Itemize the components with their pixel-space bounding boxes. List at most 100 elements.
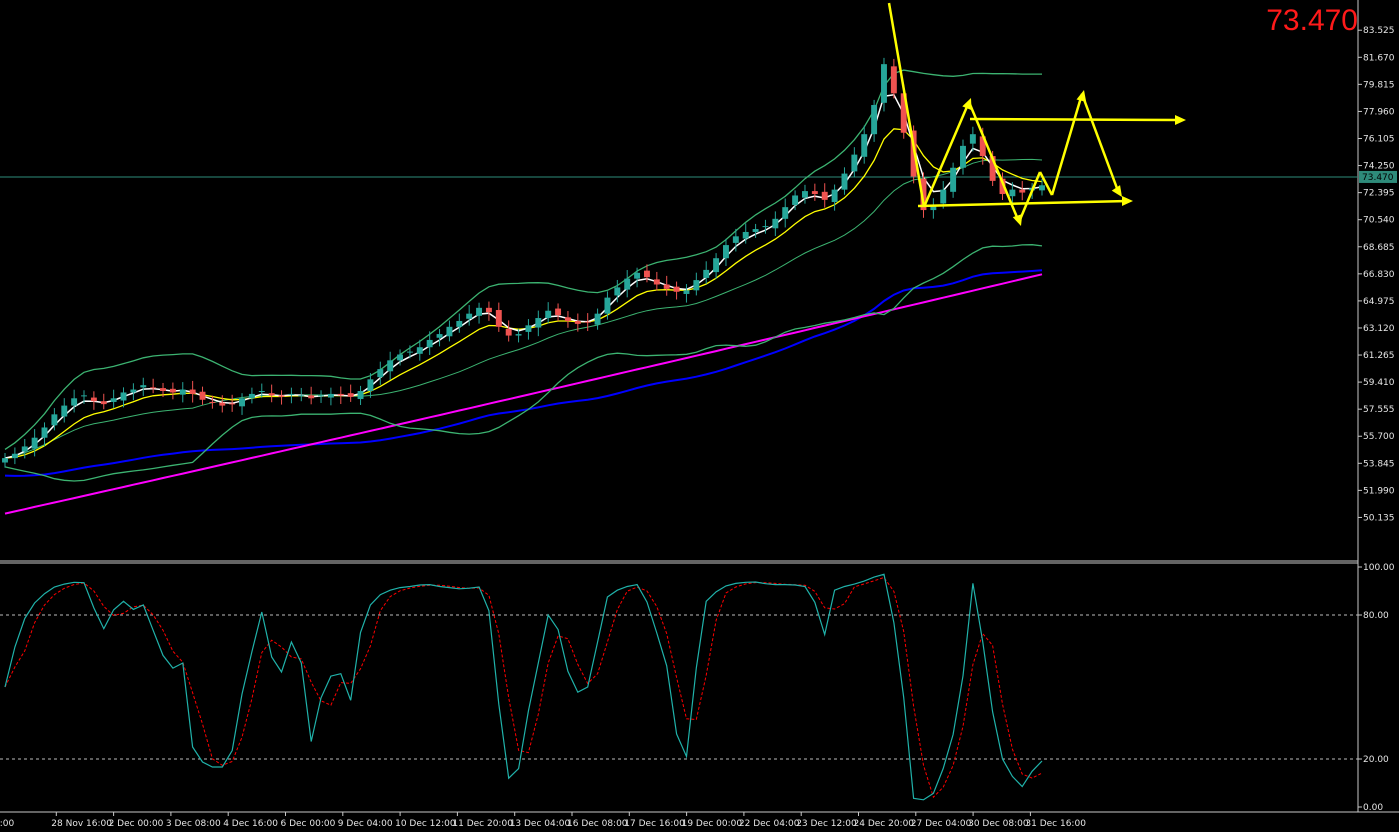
candle-body	[762, 226, 769, 228]
time-tick-label: 8:00	[0, 819, 14, 829]
price-tick-label: 59.410	[1363, 378, 1395, 388]
ma-slow-line	[4, 269, 1043, 477]
candle-body	[179, 389, 186, 395]
candle-body	[21, 446, 28, 452]
annotation-arrowhead	[1175, 115, 1186, 125]
candle-body	[999, 178, 1006, 195]
candle-body	[288, 393, 295, 395]
price-tick-label: 74.250	[1363, 162, 1395, 172]
candle-body	[298, 395, 305, 397]
price-tick-label: 76.105	[1363, 134, 1395, 144]
candle-body	[71, 398, 78, 406]
annotation-arrowhead	[1122, 196, 1133, 206]
ma-fast-line	[4, 93, 1043, 459]
time-tick-label: 3 Dec 08:00	[166, 819, 221, 829]
candle-body	[169, 388, 176, 393]
stoch-tick-label: 20.00	[1363, 755, 1389, 765]
candle-body	[861, 134, 868, 157]
candle-body	[1009, 189, 1016, 197]
candle-body	[742, 231, 749, 239]
candle-body	[406, 351, 413, 353]
candle-body	[732, 236, 739, 243]
candle-body	[584, 321, 591, 323]
candle-body	[327, 393, 334, 398]
candle-body	[41, 427, 48, 438]
candle-body	[851, 154, 858, 172]
price-tick-label: 77.960	[1363, 107, 1395, 117]
candle-body	[802, 191, 808, 198]
candle-body	[713, 258, 720, 273]
candle-body	[535, 318, 542, 328]
annotation-arrows	[887, 2, 1186, 226]
candle-body	[634, 272, 641, 279]
price-axis: 83.525 81.670 79.815 77.960 76.105 74.250 72.3…	[1358, 26, 1397, 523]
candle-body	[248, 393, 255, 399]
candle-body	[772, 218, 779, 229]
bollinger-mid	[4, 158, 1043, 459]
stoch-tick-label: 80.00	[1363, 611, 1389, 621]
stoch-signal-line	[4, 576, 1043, 799]
candle-body	[900, 93, 907, 133]
candle-body	[515, 334, 522, 336]
candle-body	[673, 286, 680, 292]
time-tick-label: 2 Dec 00:00	[109, 819, 164, 829]
candle-body	[31, 437, 38, 449]
candle-body	[930, 205, 937, 211]
candle-body	[950, 167, 957, 192]
candle-body	[871, 105, 878, 135]
candle-body	[387, 360, 394, 372]
bollinger-upper	[4, 69, 1042, 450]
stoch-tick-label: 100.00	[1363, 563, 1395, 573]
time-axis: 8:00 28 Nov 16:002 Dec 00:003 Dec 08:004 …	[0, 812, 1086, 829]
candle-body	[120, 392, 127, 401]
price-tick-label: 63.120	[1363, 324, 1395, 334]
candle-body	[752, 229, 759, 232]
candle-body	[209, 401, 216, 403]
candle-body	[308, 395, 315, 399]
price-tick-label: 81.670	[1363, 53, 1395, 63]
time-tick-label: 6 Dec 00:00	[281, 819, 336, 829]
candle-body	[51, 414, 58, 426]
candle-body	[683, 290, 690, 294]
candle-body	[229, 403, 236, 405]
time-tick-label: 27 Dec 04:00	[911, 819, 972, 829]
time-tick-label: 22 Dec 04:00	[739, 819, 800, 829]
candle-body	[11, 453, 18, 459]
candle-body	[693, 280, 700, 291]
candle-body	[653, 279, 660, 285]
price-tick-label: 68.685	[1363, 243, 1395, 253]
candle-body	[495, 310, 502, 327]
price-tick-label: 53.845	[1363, 459, 1395, 469]
price-tick-label: 72.395	[1363, 189, 1395, 199]
annotation-line	[969, 117, 1181, 122]
price-tick-label: 79.815	[1363, 80, 1395, 90]
current-price-tag	[1359, 170, 1397, 183]
bollinger-bands	[4, 69, 1043, 482]
price-tick-label: 57.555	[1363, 405, 1395, 415]
candle-body	[81, 395, 87, 397]
candle-body	[821, 191, 828, 200]
time-tick-label: 10 Dec 12:00	[395, 819, 456, 829]
ma-long-line	[4, 273, 1043, 515]
candle-body	[604, 297, 611, 314]
candle-body	[1019, 189, 1026, 193]
candle-body	[811, 191, 818, 195]
lower-ma	[4, 269, 1043, 515]
candle-body	[337, 393, 344, 396]
candle-body	[199, 391, 206, 400]
price-tick-label: 70.540	[1363, 216, 1395, 226]
candle-body	[140, 385, 147, 388]
current-price-tag-label: 73.470	[1362, 173, 1394, 183]
candle-body	[446, 326, 453, 337]
annotation-line	[917, 199, 1129, 208]
candle-body	[219, 402, 226, 406]
candle-body	[890, 66, 897, 94]
candle-body	[979, 136, 986, 157]
candle-body	[476, 307, 483, 316]
candle-body	[1039, 185, 1045, 191]
candle-body	[268, 393, 275, 396]
candle-body	[377, 369, 384, 378]
candle-body	[100, 401, 107, 405]
stoch-panel: 100.00 80.00 20.00 0.00	[0, 563, 1395, 813]
